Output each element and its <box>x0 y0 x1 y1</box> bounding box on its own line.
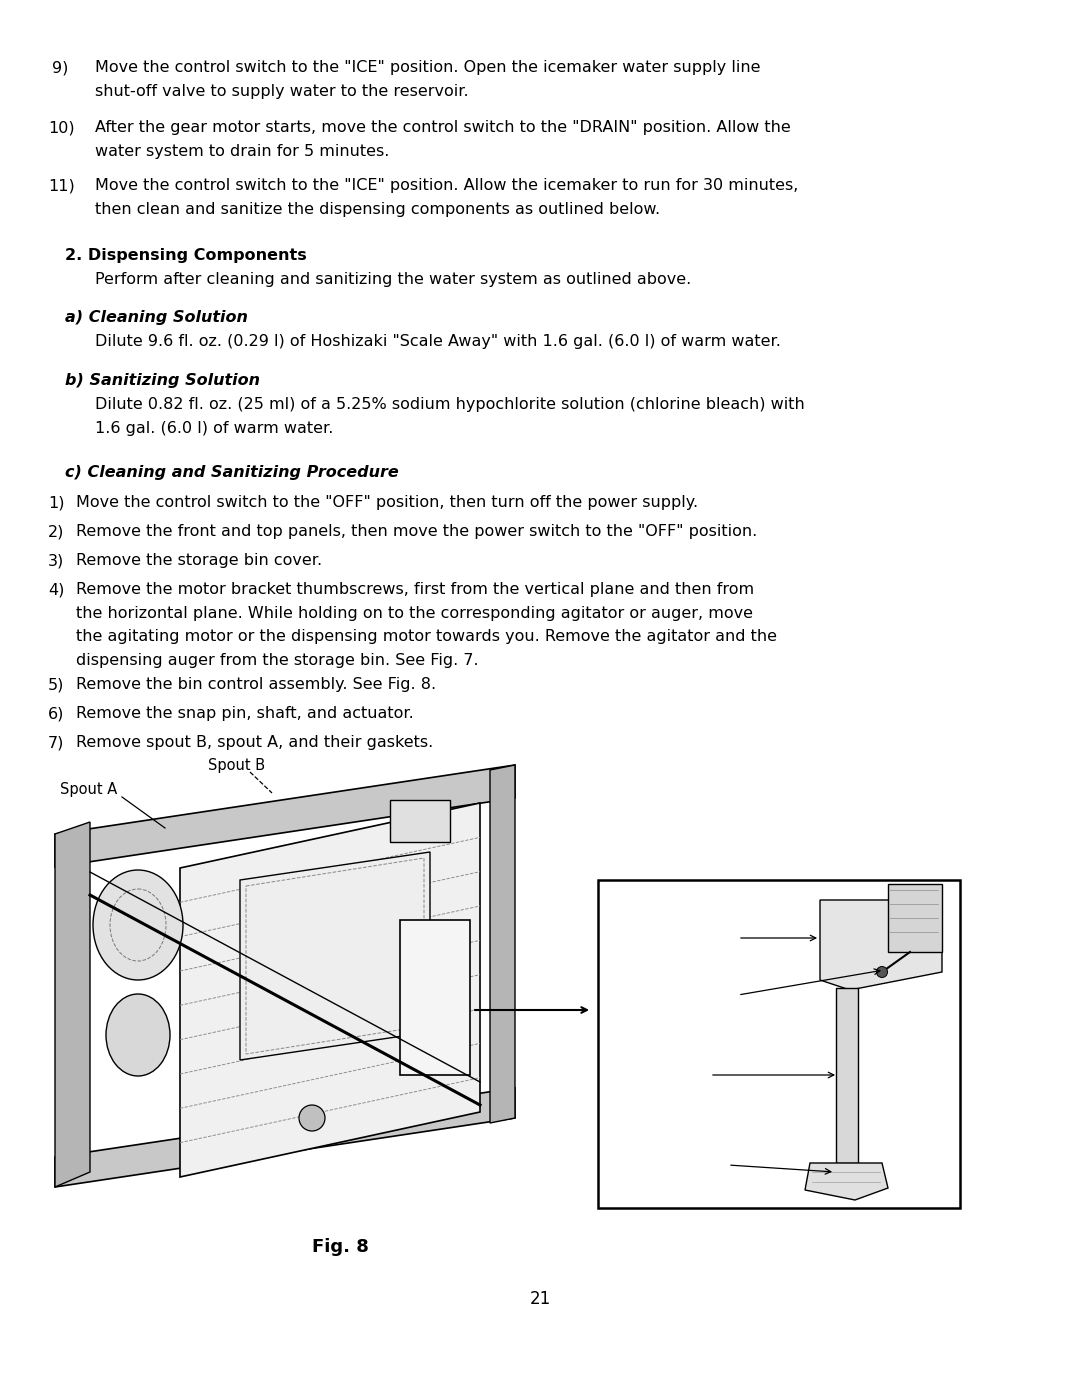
Text: Remove the snap pin, shaft, and actuator.: Remove the snap pin, shaft, and actuator… <box>76 705 414 721</box>
Text: Move the control switch to the "ICE" position. Allow the icemaker to run for 30 : Move the control switch to the "ICE" pos… <box>95 177 798 193</box>
FancyBboxPatch shape <box>390 800 450 842</box>
FancyBboxPatch shape <box>598 880 960 1208</box>
Text: Move the control switch to the "OFF" position, then turn off the power supply.: Move the control switch to the "OFF" pos… <box>76 495 698 510</box>
Text: Shaft: Shaft <box>627 1062 666 1077</box>
FancyBboxPatch shape <box>836 988 858 1162</box>
Polygon shape <box>805 1162 888 1200</box>
Text: the agitating motor or the dispensing motor towards you. Remove the agitator and: the agitating motor or the dispensing mo… <box>76 629 777 644</box>
Text: 10): 10) <box>48 120 75 136</box>
Circle shape <box>299 1105 325 1132</box>
Text: Remove the motor bracket thumbscrews, first from the vertical plane and then fro: Remove the motor bracket thumbscrews, fi… <box>76 583 754 597</box>
Text: 2. Dispensing Components: 2. Dispensing Components <box>65 249 307 263</box>
Text: 5): 5) <box>48 678 65 692</box>
Text: 6): 6) <box>48 705 65 721</box>
Polygon shape <box>490 766 515 1123</box>
Text: shut-off valve to supply water to the reservoir.: shut-off valve to supply water to the re… <box>95 84 469 99</box>
Text: water system to drain for 5 minutes.: water system to drain for 5 minutes. <box>95 144 390 158</box>
Text: Move the control switch to the "ICE" position. Open the icemaker water supply li: Move the control switch to the "ICE" pos… <box>95 60 760 75</box>
Text: 1): 1) <box>48 495 65 510</box>
Text: c) Cleaning and Sanitizing Procedure: c) Cleaning and Sanitizing Procedure <box>65 465 399 481</box>
Text: a) Cleaning Solution: a) Cleaning Solution <box>65 310 248 326</box>
Text: 2): 2) <box>48 524 65 539</box>
Text: Fig. 8: Fig. 8 <box>311 1238 368 1256</box>
Polygon shape <box>180 803 480 1178</box>
FancyBboxPatch shape <box>400 921 470 1076</box>
Text: 3): 3) <box>48 553 64 569</box>
Text: Dilute 9.6 fl. oz. (0.29 l) of Hoshizaki "Scale Away" with 1.6 gal. (6.0 l) of w: Dilute 9.6 fl. oz. (0.29 l) of Hoshizaki… <box>95 334 781 349</box>
Text: Perform after cleaning and sanitizing the water system as outlined above.: Perform after cleaning and sanitizing th… <box>95 272 691 286</box>
Text: 11): 11) <box>48 177 75 193</box>
Text: the horizontal plane. While holding on to the corresponding agitator or auger, m: the horizontal plane. While holding on t… <box>76 605 753 620</box>
Text: dispensing auger from the storage bin. See Fig. 7.: dispensing auger from the storage bin. S… <box>76 652 478 668</box>
FancyBboxPatch shape <box>888 884 942 951</box>
Text: 9): 9) <box>52 60 68 75</box>
Text: Actuator: Actuator <box>642 1153 704 1166</box>
Circle shape <box>877 967 888 978</box>
Text: 7): 7) <box>48 735 65 750</box>
Text: After the gear motor starts, move the control switch to the "DRAIN" position. Al: After the gear motor starts, move the co… <box>95 120 791 136</box>
Text: 4): 4) <box>48 583 65 597</box>
Text: Remove the front and top panels, then move the power switch to the "OFF" positio: Remove the front and top panels, then mo… <box>76 524 757 539</box>
Ellipse shape <box>106 995 170 1076</box>
Text: Bin Control: Bin Control <box>608 912 689 928</box>
Text: Remove the storage bin cover.: Remove the storage bin cover. <box>76 553 322 569</box>
Text: Remove spout B, spout A, and their gaskets.: Remove spout B, spout A, and their gaske… <box>76 735 433 750</box>
Text: 21: 21 <box>529 1289 551 1308</box>
Text: 1.6 gal. (6.0 l) of warm water.: 1.6 gal. (6.0 l) of warm water. <box>95 420 334 436</box>
Polygon shape <box>820 900 942 990</box>
Text: then clean and sanitize the dispensing components as outlined below.: then clean and sanitize the dispensing c… <box>95 201 660 217</box>
Text: b) Sanitizing Solution: b) Sanitizing Solution <box>65 373 260 388</box>
Polygon shape <box>55 1088 515 1187</box>
Polygon shape <box>55 821 90 1187</box>
Text: Remove the bin control assembly. See Fig. 8.: Remove the bin control assembly. See Fig… <box>76 678 436 692</box>
Text: Dilute 0.82 fl. oz. (25 ml) of a 5.25% sodium hypochlorite solution (chlorine bl: Dilute 0.82 fl. oz. (25 ml) of a 5.25% s… <box>95 397 805 412</box>
Polygon shape <box>240 852 430 1060</box>
Text: Spout B: Spout B <box>208 759 265 773</box>
Text: Spout A: Spout A <box>60 782 118 798</box>
Text: Snap Pin: Snap Pin <box>608 982 672 997</box>
Polygon shape <box>55 766 515 868</box>
Ellipse shape <box>93 870 183 981</box>
Text: Bracket: Bracket <box>608 935 664 950</box>
